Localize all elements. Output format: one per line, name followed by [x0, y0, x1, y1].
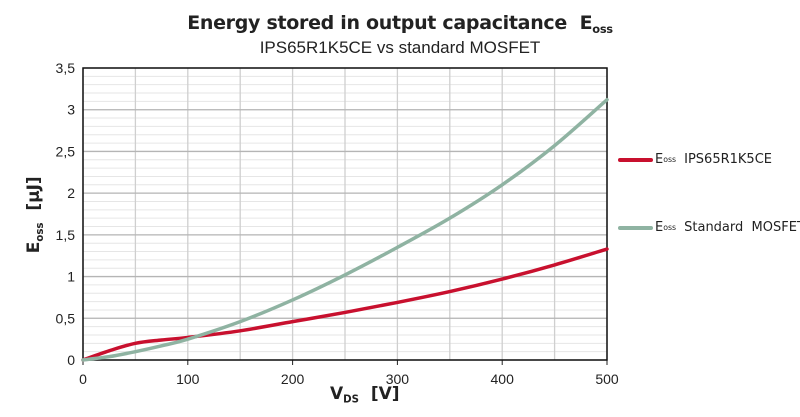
legend-label: Standard MOSFET [684, 220, 800, 235]
y-tick-label: 1 [67, 269, 75, 285]
legend-swatch [618, 157, 653, 162]
series-line-standard-mosfet [81, 97, 609, 362]
x-tick-label: 500 [595, 371, 619, 387]
legend-prefix-sub: oss [663, 155, 677, 164]
chart-title: Energy stored in output capacitance Eoss [0, 12, 800, 36]
y-tick-label: 0 [67, 352, 75, 368]
y-label-main: E [24, 241, 45, 254]
series-line-ips65r1k5ce [81, 247, 609, 362]
legend-prefix: E [655, 220, 664, 235]
x-label-sub: DS [343, 394, 359, 406]
x-tick-label: 0 [79, 371, 87, 387]
y-tick-label: 3 [67, 102, 75, 118]
y-tick-label: 2,5 [56, 143, 76, 159]
x-tick-label: 200 [281, 371, 305, 387]
y-label-unit: [µJ] [24, 176, 45, 211]
title-symbol-sub: oss [592, 21, 613, 36]
y-tick-label: 0,5 [56, 310, 76, 326]
legend-label: IPS65R1K5CE [684, 152, 772, 167]
x-tick-label: 300 [386, 371, 410, 387]
x-label-main: V [330, 384, 344, 404]
y-tick-label: 2 [67, 185, 75, 201]
x-label-unit: [V] [370, 384, 400, 404]
title-symbol: E [579, 12, 593, 34]
y-tick-label: 1,5 [56, 227, 76, 243]
x-tick-label: 400 [491, 371, 515, 387]
y-tick-label: 3,5 [56, 60, 76, 76]
plot-frame [82, 67, 608, 361]
legend-prefix-sub: oss [663, 223, 677, 232]
chart-title-text: Energy stored in output capacitance [187, 12, 567, 34]
legend-prefix: E [655, 152, 664, 167]
y-label-sub: oss [34, 222, 46, 242]
legend-swatch [618, 225, 653, 230]
x-axis-label: VDS [V] [330, 384, 400, 406]
chart-subtitle: IPS65R1K5CE vs standard MOSFET [259, 38, 541, 57]
x-tick-label: 100 [176, 371, 200, 387]
y-axis-label: Eoss [µJ] [24, 170, 46, 260]
